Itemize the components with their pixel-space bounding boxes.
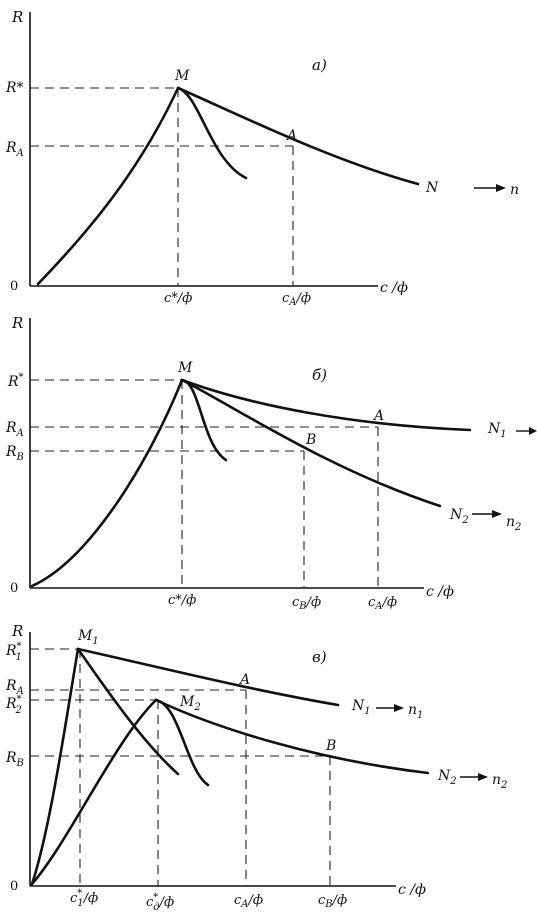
panel-c-axis-y-label: R [11, 622, 23, 640]
panel-c: R в) M1 R* 1 RA R* 2 RB A M2 B N1 n1 N2 n2… [5, 622, 507, 913]
panel-c-curve-n1 [76, 647, 340, 707]
panel-c-cb-label: cB/ф [318, 893, 347, 910]
panel-b-arrow-n2-head [492, 510, 502, 518]
panel-b-ya-label: RA [5, 420, 24, 439]
panel-b-cb-label: cB/ф [292, 595, 321, 612]
panel-c-steep-curve-1 [76, 647, 180, 776]
panel-c-arrow-n1-label: n1 [408, 702, 423, 721]
panel-a: R а) R* RA M A N n 0 c /ф c*/ф cA/ф [5, 8, 519, 308]
panel-c-rise-curve-1 [30, 647, 80, 886]
panel-b-axis-y-label: R [11, 314, 23, 332]
panel-a-curve-n [176, 86, 420, 186]
panel-b-arrow-n2-label: n2 [506, 514, 521, 533]
panel-b-point-b: B [305, 432, 316, 448]
panel-c-point-a: A [238, 672, 250, 688]
panel-c-curve-n1-label: N1 [351, 698, 371, 717]
panel-b-curve-n2 [180, 378, 442, 508]
panel-b-curve-n1-label: N1 [487, 421, 507, 440]
panel-b-ca-label: cA/ф [368, 595, 397, 612]
panel-a-cstar-label: c*/ф [164, 291, 192, 306]
panel-c-axis-x-label: c /ф [398, 882, 426, 898]
panel-c-yb-label: RB [5, 750, 24, 769]
panel-c-c1star-label: c* 1/ф [70, 888, 98, 909]
panel-a-curve-n-label: N [425, 180, 439, 196]
panel-b-arrow-n1-head [529, 427, 537, 435]
panel-c-curve-n2-label: N2 [437, 768, 457, 787]
panel-a-axis-x-label: c /ф [380, 280, 408, 296]
panel-b-point-m: M [177, 360, 193, 376]
panel-a-ca-label: cA/ф [282, 291, 311, 308]
panel-a-steep-curve [176, 86, 248, 180]
panel-a-rise-curve [36, 86, 180, 286]
panel-a-origin: 0 [10, 279, 18, 294]
panel-c-curve-n2 [154, 698, 430, 775]
panel-c-ca-label: cA/ф [234, 893, 263, 910]
panel-c-arrow-n2-head [478, 773, 488, 781]
panel-b: R M б) R* RA RB A B N1 N2 n2 0 c /ф c*/ф… [5, 314, 537, 612]
panel-a-ya-label: RA [5, 140, 24, 159]
panel-b-point-a: A [372, 408, 384, 424]
panel-b-yb-label: RB [5, 444, 24, 463]
panel-b-origin: 0 [10, 581, 18, 596]
panel-c-y2star-label: R* 2 [5, 694, 22, 716]
panel-c-y1star-label: R* 1 [5, 641, 22, 663]
panel-a-arrow-head [496, 184, 506, 192]
panel-a-arrow-n-label: n [510, 182, 519, 198]
panel-c-arrow-n1-head [394, 704, 404, 712]
panel-b-cstar-label: c*/ф [168, 593, 196, 608]
panel-a-point-a: A [285, 128, 297, 144]
panel-c-point-b: B [325, 738, 336, 754]
panel-c-origin: 0 [10, 879, 18, 894]
panel-b-curve-n1 [180, 378, 472, 432]
panel-a-label: а) [312, 56, 327, 74]
panel-c-label: в) [312, 648, 327, 666]
panel-b-label: б) [312, 366, 327, 384]
panel-c-cdstar-label: c* д/ф [146, 892, 174, 913]
panel-a-ystar-label: R* [5, 80, 24, 96]
panel-b-axis-x-label: c /ф [426, 584, 454, 600]
panel-b-curve-n2-label: N2 [449, 507, 469, 526]
panel-c-point-m1: M1 [77, 628, 99, 647]
panel-c-rise-curve-2 [30, 698, 158, 886]
panel-c-ya-label: RA [5, 678, 24, 697]
panel-c-point-m2: M2 [179, 694, 201, 713]
panel-a-axis-y-label: R [11, 8, 23, 26]
panel-a-point-m: M [174, 68, 190, 84]
panel-c-arrow-n2-label: n2 [492, 772, 507, 791]
panel-b-rise-curve [30, 378, 184, 588]
panel-b-ystar-label: R* [7, 372, 24, 390]
